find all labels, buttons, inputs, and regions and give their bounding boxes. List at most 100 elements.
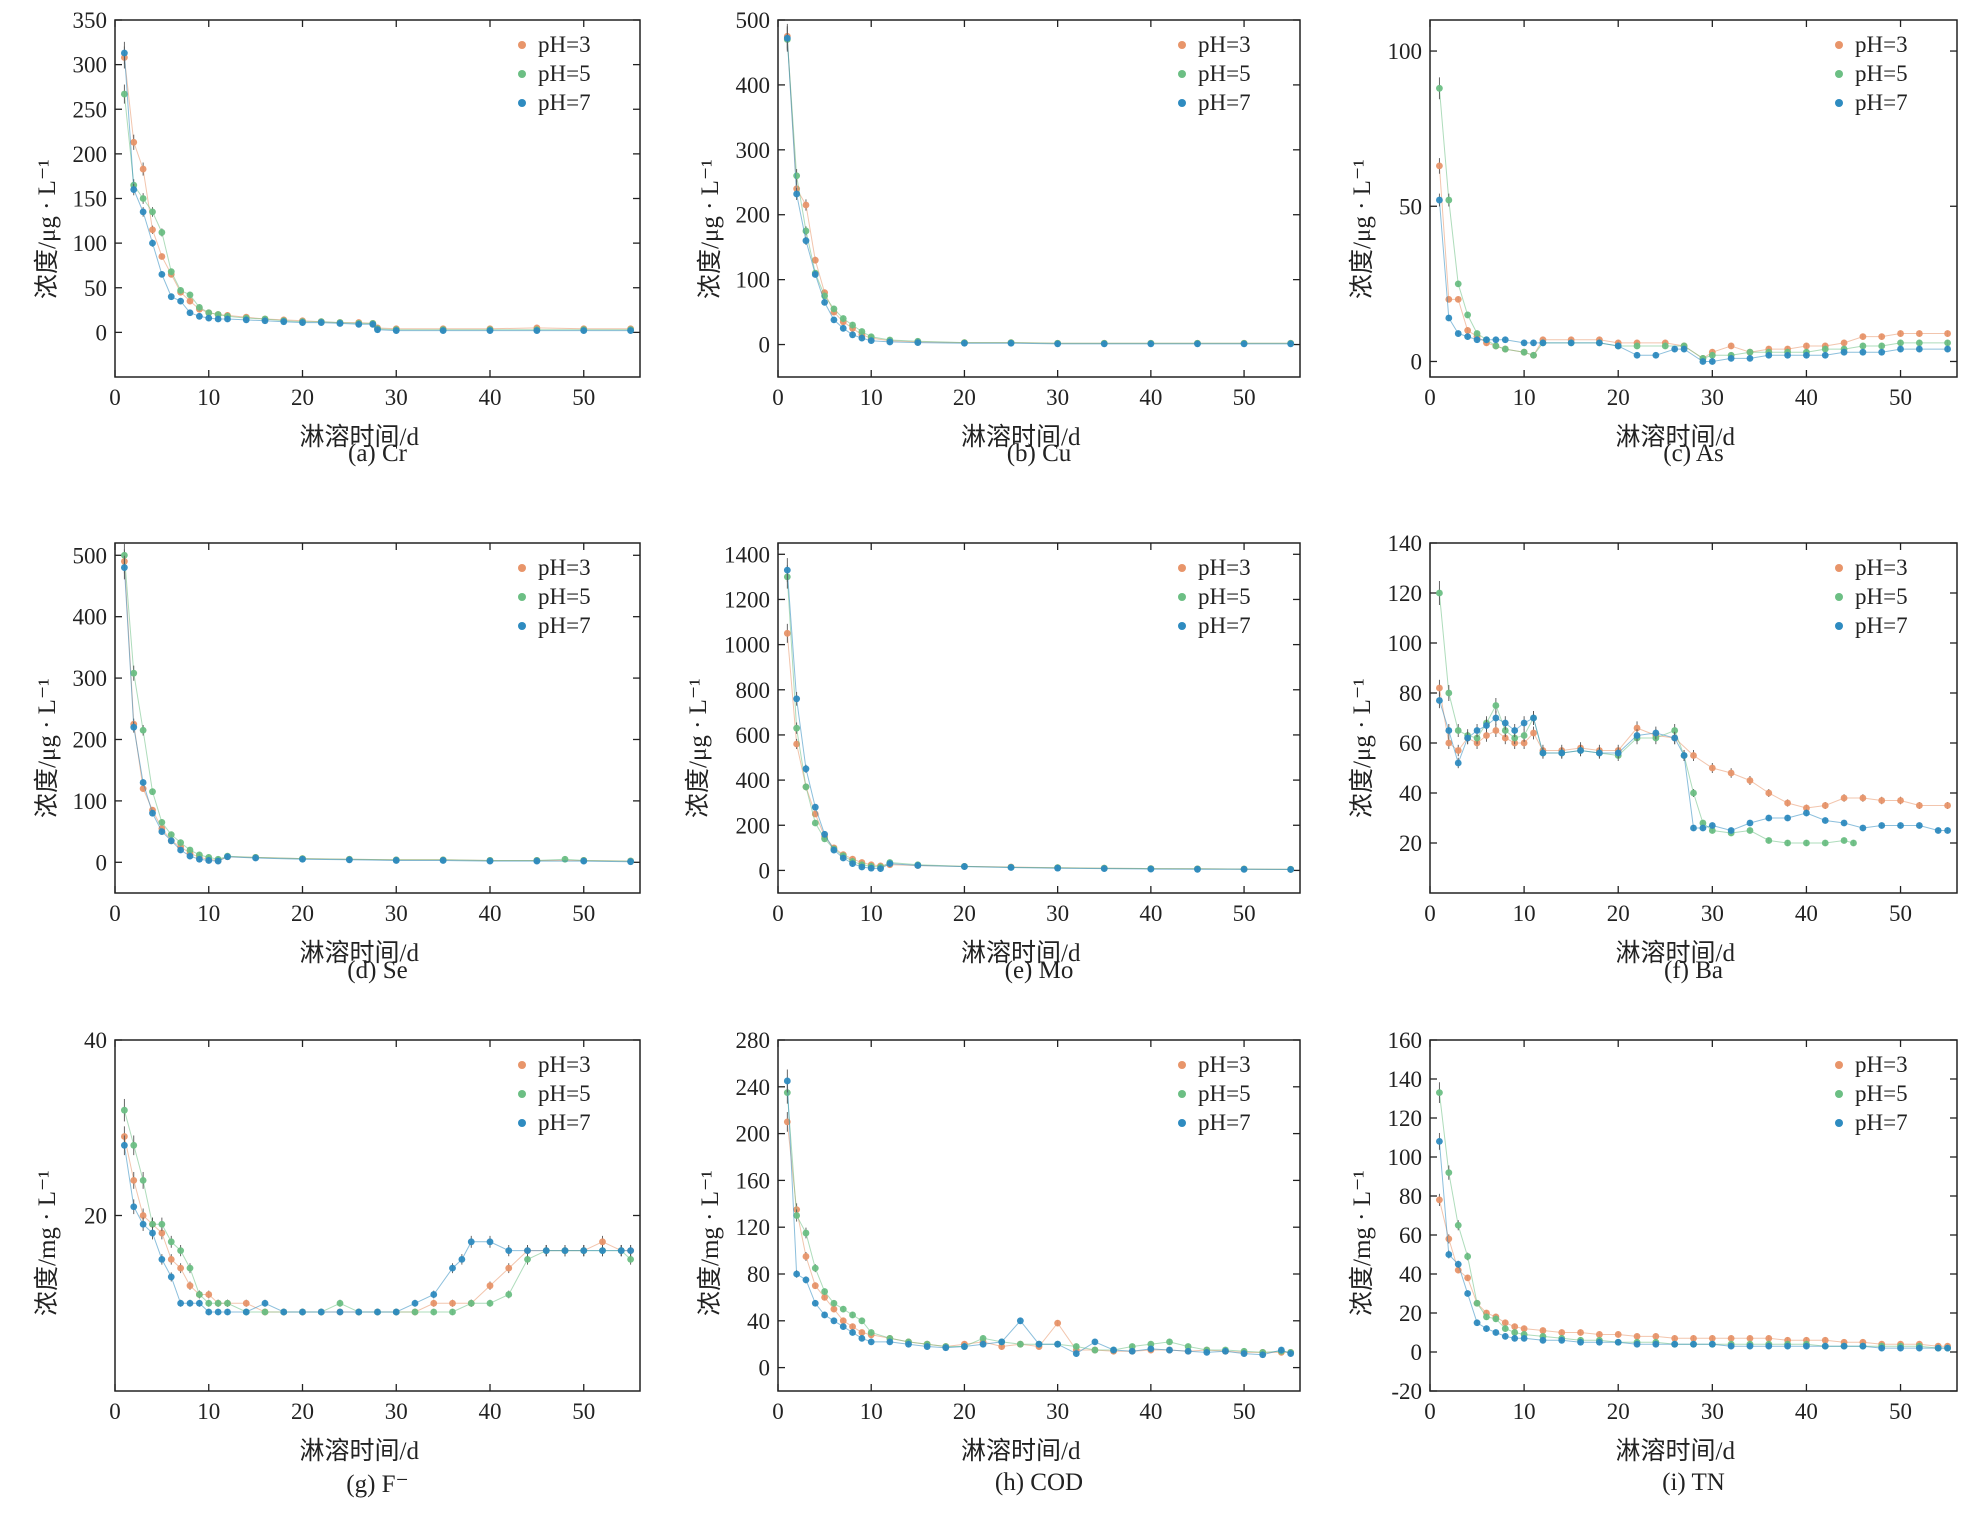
data-point (1539, 749, 1547, 757)
data-point (1784, 345, 1792, 353)
data-point (599, 1247, 606, 1254)
data-point (1072, 1346, 1080, 1354)
legend-label: pH=5 (538, 61, 591, 86)
data-point (811, 269, 819, 277)
data-point (1558, 747, 1566, 754)
legend-marker (1178, 99, 1186, 107)
data-point (580, 1247, 588, 1254)
data-point (149, 1229, 156, 1237)
data-point (979, 1338, 987, 1346)
data-point (224, 1299, 231, 1307)
data-point (186, 291, 194, 299)
y-axis-label: 浓度/μg · L⁻¹ (685, 678, 712, 818)
data-point (224, 852, 231, 860)
axes-frame (114, 1039, 641, 1392)
data-point (1859, 1342, 1867, 1350)
data-point (942, 1343, 950, 1350)
data-point (280, 317, 288, 325)
legend-marker (518, 1119, 526, 1127)
data-point (1633, 724, 1641, 732)
data-point (1287, 339, 1295, 347)
y-tick-label: 200 (73, 727, 108, 752)
data-point (1147, 865, 1155, 873)
data-point (242, 1308, 250, 1316)
y-tick-label: 400 (736, 73, 771, 98)
data-point (1652, 1340, 1660, 1348)
data-point (195, 1299, 203, 1307)
data-point (1784, 1342, 1792, 1350)
x-tick-label: 0 (109, 1399, 121, 1424)
data-point (252, 853, 260, 861)
data-point (1166, 1346, 1173, 1354)
data-point (886, 861, 894, 869)
data-point (139, 165, 147, 173)
legend-label: pH=7 (538, 90, 591, 115)
data-point (430, 1299, 438, 1307)
data-point (1203, 1346, 1211, 1354)
data-point (392, 1308, 400, 1316)
data-point (1483, 336, 1490, 344)
data-point (1166, 1338, 1173, 1346)
data-point (1100, 865, 1108, 873)
x-tick-label: 50 (572, 1399, 595, 1424)
y-axis-label: 浓度/μg · L⁻¹ (34, 678, 61, 818)
data-point (1287, 1350, 1295, 1357)
data-point (1915, 330, 1923, 337)
data-point (467, 1299, 475, 1307)
x-tick-label: 0 (772, 901, 784, 926)
data-point (1821, 1336, 1829, 1344)
data-point (839, 318, 847, 326)
panel-caption: (i) TN (1662, 1469, 1725, 1496)
data-point (1110, 1346, 1117, 1354)
data-point (1915, 1340, 1923, 1348)
data-point (1492, 702, 1500, 709)
data-point (542, 1247, 550, 1254)
data-point (1530, 339, 1537, 347)
data-point (802, 1253, 810, 1260)
y-tick-label: 150 (73, 187, 108, 212)
series-line-1 (123, 1136, 631, 1313)
data-point (821, 289, 829, 297)
data-point (905, 1338, 912, 1346)
legend-marker (1178, 564, 1186, 572)
data-point (849, 857, 856, 865)
data-point (167, 293, 175, 301)
data-point (1595, 749, 1603, 757)
data-point (374, 325, 381, 333)
data-point (905, 1340, 912, 1348)
data-point (205, 1291, 213, 1298)
series-line-3 (123, 567, 631, 863)
data-point (821, 298, 829, 306)
data-point (195, 851, 203, 859)
data-point (1821, 802, 1829, 809)
data-point (1897, 339, 1904, 347)
data-point (1699, 358, 1707, 365)
data-point (149, 226, 156, 234)
data-point (1054, 339, 1062, 347)
data-point (1944, 339, 1951, 347)
data-point (821, 1294, 829, 1301)
data-point (1436, 84, 1443, 92)
data-point (439, 326, 447, 334)
axes-frame (114, 19, 641, 378)
series-line-3 (123, 52, 631, 332)
data-point (1222, 1347, 1229, 1355)
data-point (1259, 1348, 1267, 1356)
data-point (1539, 336, 1547, 344)
data-point (1483, 339, 1490, 347)
series-line-1 (1438, 687, 1948, 809)
data-point (1915, 339, 1923, 347)
data-point (1690, 1340, 1697, 1348)
data-point (783, 1089, 791, 1097)
data-point (1840, 1338, 1848, 1346)
data-point (177, 297, 185, 305)
data-point (1558, 1329, 1566, 1336)
data-point (839, 1323, 847, 1331)
legend-label: pH=7 (1198, 90, 1251, 115)
data-point (1727, 354, 1735, 362)
x-tick-label: 50 (1889, 385, 1912, 410)
data-point (533, 857, 541, 865)
data-point (617, 1247, 625, 1254)
